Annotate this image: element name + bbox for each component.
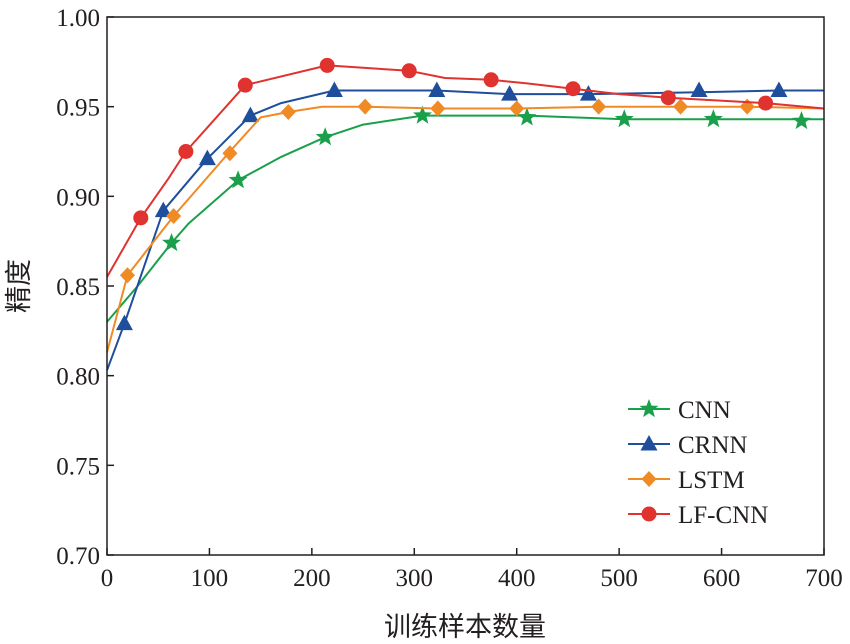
series-crnn <box>106 81 824 371</box>
x-axis: 0 100 200 300 400 500 600 700 <box>101 548 843 592</box>
x-tick-label: 100 <box>191 565 229 592</box>
x-tick-label: 0 <box>101 565 114 592</box>
y-tick-label: 0.95 <box>56 95 100 122</box>
x-axis-title: 训练样本数量 <box>384 612 546 642</box>
y-axis: 0.70 0.75 0.80 0.85 0.90 0.95 1.00 <box>56 5 114 570</box>
series-line <box>106 64 825 278</box>
legend-label: LSTM <box>678 467 745 494</box>
legend-label: CRNN <box>678 432 747 459</box>
data-point <box>579 85 597 101</box>
data-point <box>319 57 335 73</box>
data-point <box>401 63 417 79</box>
data-point <box>162 233 181 252</box>
data-point <box>501 85 519 101</box>
y-tick-label: 1.00 <box>56 5 100 32</box>
plot-area <box>106 57 825 371</box>
x-tick-label: 400 <box>498 565 536 592</box>
y-tick-label: 0.85 <box>56 274 100 301</box>
data-point <box>315 127 335 146</box>
data-point <box>792 111 811 130</box>
data-point <box>673 98 689 115</box>
data-point <box>703 109 723 128</box>
data-point <box>237 77 253 93</box>
legend: CNN CRNN LSTM LF-CNN <box>628 397 768 529</box>
series-cnn <box>106 105 824 323</box>
data-point <box>660 90 676 106</box>
x-tick-label: 500 <box>600 565 638 592</box>
data-point <box>325 81 343 98</box>
legend-marker <box>641 506 657 522</box>
data-point <box>133 210 149 226</box>
data-point <box>690 81 708 98</box>
data-point <box>115 314 133 331</box>
legend-label: LF-CNN <box>678 502 768 529</box>
data-point <box>565 81 581 97</box>
x-tick-label: 200 <box>293 565 331 592</box>
series-line <box>106 89 824 371</box>
data-point <box>222 145 238 162</box>
data-point <box>166 208 182 225</box>
data-point <box>413 105 432 124</box>
y-tick-label: 0.75 <box>56 453 100 480</box>
data-point <box>178 144 194 159</box>
x-tick-label: 600 <box>703 565 741 592</box>
data-point <box>241 106 259 123</box>
series-line <box>106 114 824 323</box>
data-point <box>198 149 216 166</box>
legend-marker <box>641 471 657 487</box>
data-point <box>591 98 607 115</box>
data-point <box>428 81 446 98</box>
data-point <box>357 98 373 115</box>
y-tick-label: 0.70 <box>56 543 100 570</box>
series-line <box>106 105 825 353</box>
data-point <box>517 107 537 126</box>
series-lf-cnn <box>106 57 825 278</box>
data-point <box>280 104 296 121</box>
y-tick-label: 0.90 <box>56 184 100 211</box>
data-point <box>119 267 135 284</box>
data-point <box>758 95 774 111</box>
legend-marker <box>640 435 658 451</box>
data-point <box>509 100 525 117</box>
data-point <box>483 72 499 88</box>
data-point <box>614 109 634 128</box>
data-point <box>430 100 446 117</box>
series-lstm <box>106 98 825 353</box>
x-tick-label: 300 <box>396 565 434 592</box>
legend-marker <box>639 399 659 418</box>
data-point <box>770 81 788 98</box>
data-point <box>228 170 248 189</box>
legend-label: CNN <box>678 397 731 424</box>
y-axis-title: 精度 <box>4 259 34 313</box>
x-tick-label: 700 <box>805 565 843 592</box>
data-point <box>154 201 172 218</box>
y-tick-label: 0.80 <box>56 364 100 391</box>
